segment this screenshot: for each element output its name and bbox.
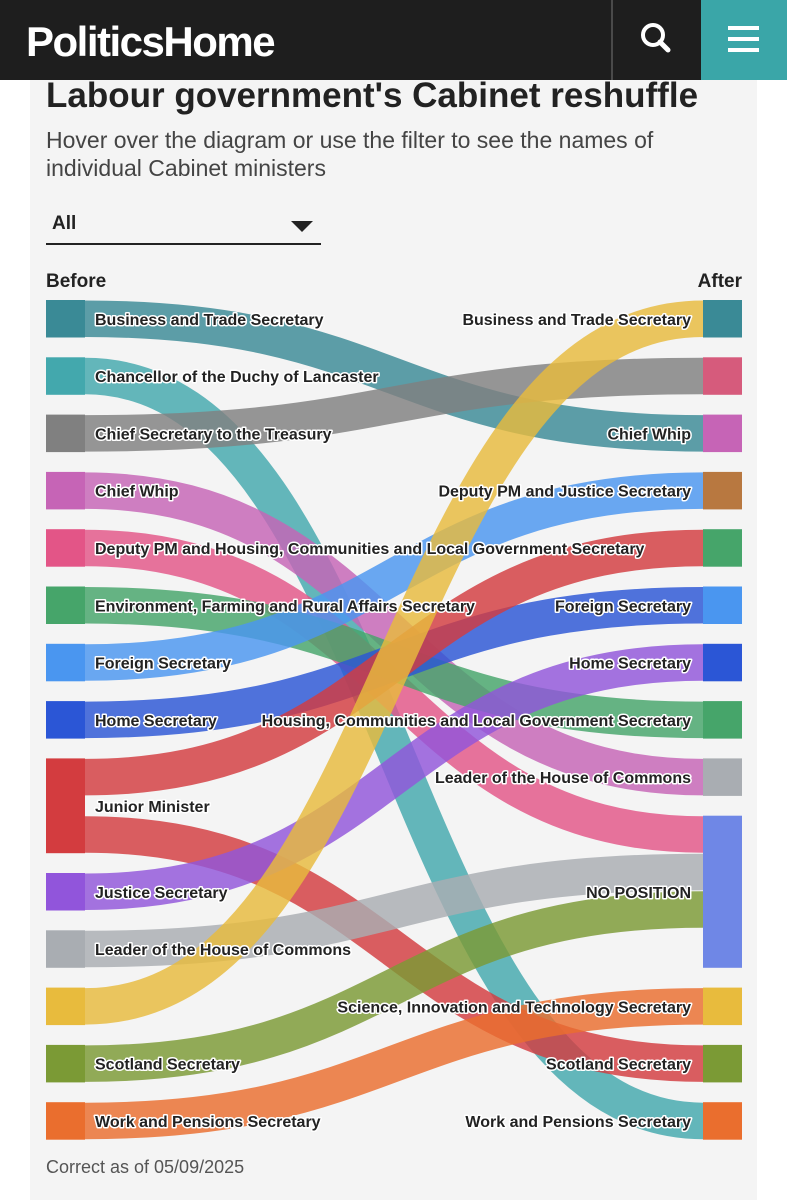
- after-node-work-and-pensions-secretary[interactable]: [703, 1102, 742, 1140]
- sankey-labels: Business and Trade Secretary Chancellor o…: [94, 310, 693, 1132]
- after-label-chief-whip: Chief Whip: [607, 426, 691, 443]
- link-fs-to-dpm[interactable]: [84, 472, 704, 681]
- page-title: Labour government's Cabinet reshuffle: [46, 76, 699, 115]
- after-label-scotland-secretary: Scotland Secretary: [546, 1057, 691, 1074]
- before-column-label: Before: [46, 271, 107, 292]
- before-node-chief-secretary-to-the-treasury[interactable]: [46, 414, 85, 453]
- link-jm-to-sco[interactable]: [84, 816, 704, 1082]
- after-node-housing-communities-and-local-government-secretary[interactable]: [703, 701, 742, 739]
- link-wp-to-sit[interactable]: [84, 988, 704, 1140]
- site-header: PoliticsHome: [0, 0, 787, 80]
- before-label-junior-minister: Junior Minister: [95, 799, 210, 816]
- before-label-chief-secretary-to-the-treasury: Chief Secretary to the Treasury: [95, 426, 332, 443]
- after-label-foreign-secretary: Foreign Secretary: [555, 598, 691, 615]
- before-node-business-and-trade-secretary[interactable]: [46, 300, 85, 338]
- header-divider: [611, 0, 613, 80]
- before-node-work-and-pensions-secretary[interactable]: [46, 1102, 85, 1140]
- before-node-home-secretary[interactable]: [46, 701, 85, 739]
- menu-icon: [728, 26, 759, 52]
- after-node-science-innovation-and-technology-secretary[interactable]: [703, 987, 742, 1026]
- site-logo[interactable]: PoliticsHome: [26, 18, 276, 65]
- before-label-justice-secretary: Justice Secretary: [95, 885, 228, 902]
- before-node-chief-whip[interactable]: [46, 471, 85, 510]
- link-bt-to-cw[interactable]: [84, 300, 704, 452]
- filter-selected-value: All: [52, 213, 77, 234]
- before-label-deputy-pm-and-housing-communities-and-local-government-secretary: Deputy PM and Housing, Communities and L…: [95, 541, 645, 558]
- after-label-leader-of-the-house-of-commons: Leader of the House of Commons: [435, 770, 691, 787]
- after-node-business-and-trade-secretary[interactable]: [703, 300, 742, 338]
- after-label-business-and-trade-secretary: Business and Trade Secretary: [462, 312, 691, 329]
- before-node-foreign-secretary[interactable]: [46, 643, 85, 682]
- search-button[interactable]: [613, 0, 701, 80]
- after-label-work-and-pensions-secretary: Work and Pensions Secretary: [465, 1114, 691, 1131]
- after-label-science-innovation-and-technology-secretary: Science, Innovation and Technology Secre…: [337, 999, 691, 1016]
- before-node-sit[interactable]: [46, 987, 85, 1026]
- chevron-down-icon: [291, 221, 313, 232]
- before-node-environment-farming-and-rural-affairs-secretary[interactable]: [46, 586, 85, 625]
- before-node-junior-minister[interactable]: [46, 758, 85, 854]
- before-label-business-and-trade-secretary: Business and Trade Secretary: [95, 312, 324, 329]
- link-sco-to-np[interactable]: [84, 891, 704, 1082]
- page-subtitle: Hover over the diagram or use the filter…: [46, 127, 654, 181]
- sankey-links: [84, 300, 704, 1140]
- after-label-home-secretary: Home Secretary: [569, 656, 691, 673]
- sankey-nodes: [46, 300, 742, 1140]
- after-label-housing-communities-and-local-government-secretary: Housing, Communities and Local Governmen…: [262, 713, 692, 730]
- after-node-cdl[interactable]: [703, 357, 742, 395]
- before-label-home-secretary: Home Secretary: [95, 713, 217, 730]
- link-cst-to-cdl[interactable]: [84, 357, 704, 452]
- link-js-to-hs[interactable]: [84, 644, 704, 910]
- after-node-home-secretary[interactable]: [703, 643, 742, 682]
- after-label-deputy-pm-and-justice-secretary: Deputy PM and Justice Secretary: [438, 484, 691, 501]
- before-label-foreign-secretary: Foreign Secretary: [95, 656, 231, 673]
- after-node-foreign-secretary[interactable]: [703, 586, 742, 625]
- before-label-chancellor-of-the-duchy-of-lancaster: Chancellor of the Duchy of Lancaster: [95, 369, 379, 386]
- after-label-no-position: NO POSITION: [586, 885, 691, 902]
- after-node-env[interactable]: [703, 529, 742, 567]
- after-node-deputy-pm-and-justice-secretary[interactable]: [703, 471, 742, 510]
- link-sit-to-bt[interactable]: [84, 300, 704, 1025]
- menu-button[interactable]: [701, 0, 787, 80]
- before-node-chancellor-of-the-duchy-of-lancaster[interactable]: [46, 357, 85, 395]
- after-node-scotland-secretary[interactable]: [703, 1044, 742, 1083]
- after-column-label: After: [697, 271, 742, 292]
- before-node-justice-secretary[interactable]: [46, 873, 85, 911]
- search-icon: [641, 23, 671, 53]
- before-label-leader-of-the-house-of-commons: Leader of the House of Commons: [95, 942, 351, 959]
- after-node-chief-whip[interactable]: [703, 414, 742, 453]
- filter-dropdown[interactable]: All: [46, 207, 321, 245]
- footnote: Correct as of 05/09/2025: [46, 1157, 245, 1177]
- before-label-chief-whip: Chief Whip: [95, 484, 179, 501]
- before-node-leader-of-the-house-of-commons[interactable]: [46, 930, 85, 968]
- before-node-scotland-secretary[interactable]: [46, 1044, 85, 1083]
- before-label-environment-farming-and-rural-affairs-secretary: Environment, Farming and Rural Affairs S…: [95, 598, 475, 615]
- after-node-no-position[interactable]: [703, 815, 742, 968]
- after-node-leader-of-the-house-of-commons[interactable]: [703, 758, 742, 796]
- before-node-deputy-pm-and-housing-communities-and-local-government-secretary[interactable]: [46, 529, 85, 567]
- before-label-work-and-pensions-secretary: Work and Pensions Secretary: [95, 1114, 321, 1131]
- before-label-scotland-secretary: Scotland Secretary: [95, 1057, 240, 1074]
- link-lhc-to-np[interactable]: [84, 853, 704, 968]
